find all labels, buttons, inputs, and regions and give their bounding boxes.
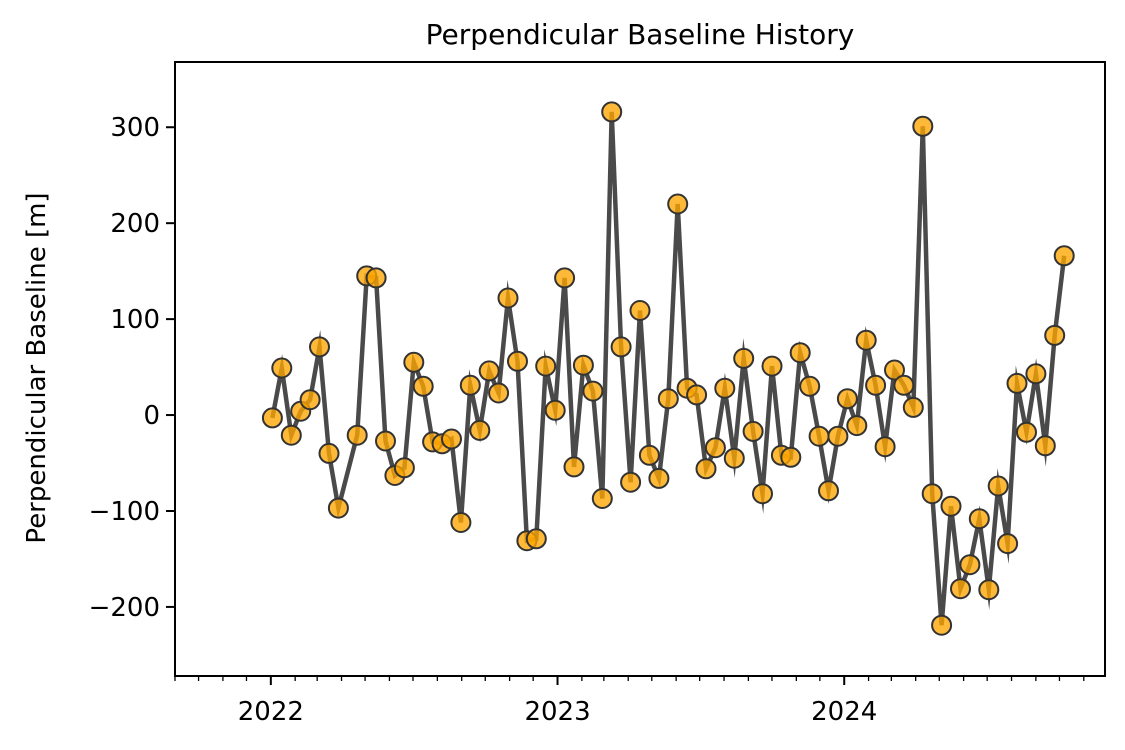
data-point	[497, 287, 519, 309]
data-point	[799, 375, 821, 397]
y-axis-ticks: −200 −100 0 100 200 300	[89, 113, 175, 623]
data-point	[752, 483, 773, 505]
data-point	[525, 528, 547, 550]
y-tick-label: 200	[110, 209, 160, 239]
data-point	[968, 508, 990, 530]
data-point	[818, 480, 839, 502]
data-point	[1025, 363, 1047, 385]
data-point	[1044, 324, 1066, 346]
data-point	[902, 396, 924, 418]
x-tick-label: 2022	[238, 697, 304, 727]
data-point	[441, 428, 462, 450]
data-point	[450, 512, 472, 533]
data-point	[686, 384, 708, 406]
data-point	[714, 377, 736, 399]
data-point	[563, 456, 585, 478]
data-point	[271, 357, 293, 379]
plot-area	[261, 101, 1075, 636]
data-point	[309, 336, 330, 358]
data-point	[535, 355, 557, 377]
data-point	[780, 446, 802, 468]
x-tick-label: 2023	[524, 697, 590, 727]
data-point	[280, 424, 302, 446]
x-axis-ticks: 2022 2023 2024	[174, 676, 1085, 727]
data-point	[940, 495, 962, 517]
data-point	[299, 389, 321, 411]
y-tick-label: 100	[110, 305, 160, 335]
y-tick-label: 0	[143, 401, 160, 431]
data-point	[610, 336, 632, 358]
data-point	[554, 267, 576, 289]
data-point	[1034, 435, 1056, 457]
data-point	[638, 444, 660, 466]
data-point	[836, 388, 858, 410]
data-point	[912, 115, 934, 137]
data-point	[733, 347, 755, 369]
y-tick-label: −100	[89, 497, 160, 527]
data-point	[601, 101, 623, 123]
data-point	[667, 193, 689, 215]
data-point	[855, 329, 877, 351]
data-point	[620, 471, 642, 493]
data-point	[1016, 421, 1037, 443]
data-point	[318, 442, 340, 464]
data-point	[893, 374, 915, 396]
data-point	[375, 430, 396, 452]
data-point	[987, 475, 1009, 497]
data-point	[874, 436, 896, 458]
data-point	[931, 614, 953, 636]
y-axis-label: Perpendicular Baseline [m]	[22, 192, 52, 543]
data-point	[478, 360, 500, 382]
data-point	[959, 554, 981, 576]
data-point	[629, 300, 651, 321]
data-point	[978, 579, 1000, 601]
data-point	[507, 350, 528, 372]
y-tick-label: −200	[89, 593, 160, 623]
data-point	[761, 355, 783, 377]
data-point	[1053, 245, 1075, 267]
data-point	[403, 351, 425, 373]
data-point	[591, 488, 613, 509]
series-line	[270, 111, 1067, 626]
data-point	[544, 399, 566, 421]
data-point	[412, 375, 434, 397]
data-point	[365, 267, 387, 289]
y-tick-label: 300	[110, 113, 160, 143]
chart-title: Perpendicular Baseline History	[426, 18, 855, 51]
data-point	[921, 483, 943, 505]
data-point	[393, 457, 415, 479]
x-tick-label: 2024	[811, 697, 877, 727]
data-point	[469, 419, 491, 441]
data-point	[723, 447, 745, 469]
data-point	[261, 407, 283, 429]
data-point	[808, 425, 830, 447]
data-point	[582, 380, 604, 402]
data-point	[327, 497, 349, 519]
data-point	[346, 424, 368, 446]
data-point	[695, 458, 717, 480]
data-point	[865, 374, 887, 396]
data-point	[572, 354, 594, 376]
data-point	[846, 415, 868, 437]
data-point	[789, 342, 811, 364]
data-point	[657, 388, 679, 410]
data-point	[704, 437, 726, 459]
data-point	[742, 420, 764, 442]
plot-frame	[174, 61, 1106, 677]
data-point	[827, 425, 849, 447]
data-point	[648, 467, 670, 489]
data-point	[1006, 372, 1028, 394]
data-point	[950, 578, 971, 600]
data-point	[997, 533, 1019, 555]
data-point	[459, 374, 481, 396]
data-point	[884, 359, 905, 381]
data-point	[488, 382, 510, 404]
